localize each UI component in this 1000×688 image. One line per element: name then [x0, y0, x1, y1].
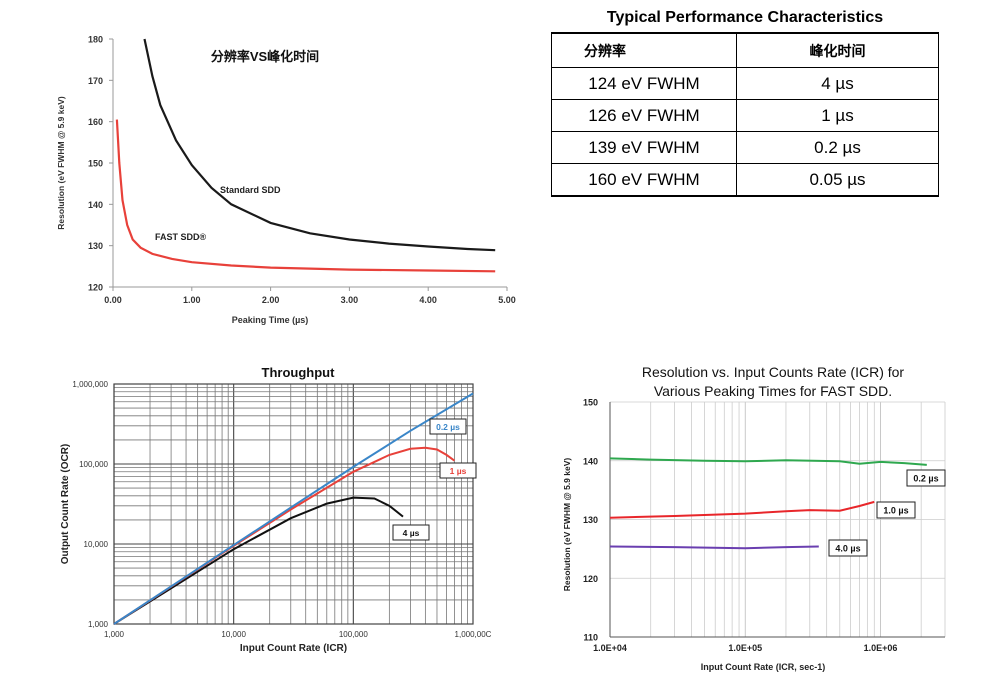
x-tick-label: 0.00	[104, 295, 122, 305]
chart-title: Throughput	[262, 365, 336, 380]
series-line	[609, 457, 927, 466]
x-tick-label: 1,000,00C	[455, 630, 492, 639]
series-line	[115, 119, 496, 273]
series-label: Standard SDD	[220, 185, 281, 195]
resolution-vs-peaking-chart: 120 130 140 150 160 170 180 0.00 1.00 2.00 3.00 4.0…	[56, 35, 516, 326]
y-tick-label: 110	[583, 633, 598, 643]
series-label-box	[876, 501, 916, 519]
x-tick-label: 2.00	[262, 295, 280, 305]
y-tick-label: 120	[88, 283, 103, 293]
performance-table-panel: Typical Performance Characteristics 分辨率 …	[551, 8, 939, 197]
y-tick-label: 150	[88, 159, 103, 169]
y-tick-label: 170	[88, 76, 103, 86]
cell-peaking-time: 0.05 µs	[736, 163, 939, 197]
y-tick-label: 140	[88, 200, 103, 210]
series-label-box	[906, 469, 946, 487]
cell-peaking-time: 4 µs	[736, 67, 939, 100]
series-label: 1.0 µs	[883, 506, 908, 516]
cell-peaking-time: 1 µs	[736, 99, 939, 132]
performance-table: 分辨率 峰化时间 124 eV FWHM 4 µs 126 eV FWHM 1 …	[551, 32, 939, 197]
table-row: 124 eV FWHM 4 µs	[551, 67, 939, 100]
series-line	[143, 38, 496, 252]
header-peaking-time: 峰化时间	[736, 32, 939, 68]
x-tick-label: 1,000	[104, 630, 125, 639]
throughput-chart: 1,000 10,000 100,000 1,000,000 1,000 10,000 10…	[60, 365, 492, 654]
y-tick-label: 100,000	[79, 460, 108, 469]
y-tick-label: 130	[88, 241, 103, 251]
x-tick-label: 3.00	[341, 295, 359, 305]
x-tick-label: 1.0E+06	[864, 643, 898, 653]
x-tick-label: 10,000	[221, 630, 246, 639]
chart-title-line-2: Various Peaking Times for FAST SDD.	[654, 383, 892, 399]
x-tick-label: 1.0E+04	[593, 643, 627, 653]
table-row: 160 eV FWHM 0.05 µs	[551, 163, 939, 197]
y-tick-label: 180	[88, 35, 103, 45]
series-label: 4.0 µs	[835, 544, 860, 554]
cell-resolution: 139 eV FWHM	[551, 131, 737, 164]
y-tick-label: 120	[583, 574, 598, 584]
y-tick-label: 1,000,000	[72, 380, 108, 389]
x-tick-label: 4.00	[419, 295, 437, 305]
y-tick-label: 160	[88, 117, 103, 127]
series-line	[609, 545, 819, 550]
y-axis-label: Resolution (eV FWHM @ 5.9 keV)	[562, 458, 572, 592]
cell-resolution: 160 eV FWHM	[551, 163, 737, 197]
series-label-box	[429, 418, 467, 435]
series-label: 4 µs	[403, 528, 420, 538]
table-row: 126 eV FWHM 1 µs	[551, 99, 939, 132]
y-axis-label: Output Count Rate (OCR)	[60, 444, 71, 565]
series-label: FAST SDD®	[155, 232, 207, 242]
cell-resolution: 124 eV FWHM	[551, 67, 737, 100]
series-label-box	[392, 524, 430, 541]
y-tick-label: 130	[583, 515, 598, 525]
x-tick-label: 1.00	[183, 295, 201, 305]
chart-title: 分辨率VS峰化时间	[211, 49, 319, 64]
series-label: 0.2 µs	[436, 422, 460, 432]
y-tick-label: 150	[583, 398, 598, 408]
table-header-row: 分辨率 峰化时间	[551, 32, 939, 68]
y-tick-label: 140	[583, 456, 598, 466]
series-label: 1 µs	[450, 466, 467, 476]
resolution-vs-icr-chart: 110 120 130 140 150 1.0E+04 1.0E+05 1.0E+06 Inpu…	[562, 364, 946, 672]
x-tick-label: 1.0E+05	[728, 643, 762, 653]
series-label-box	[828, 539, 868, 557]
header-resolution: 分辨率	[551, 32, 737, 68]
cell-resolution: 126 eV FWHM	[551, 99, 737, 132]
series-line	[609, 500, 875, 519]
y-axis-label: Resolution (eV FWHM @ 5.9 keV)	[56, 96, 66, 230]
table-row: 139 eV FWHM 0.2 µs	[551, 131, 939, 164]
x-tick-label: 5.00	[498, 295, 516, 305]
series-line	[113, 496, 404, 625]
series-label: 0.2 µs	[913, 474, 938, 484]
x-axis-label: Input Count Rate (ICR)	[240, 643, 347, 654]
table-title: Typical Performance Characteristics	[606, 9, 884, 26]
cell-peaking-time: 0.2 µs	[736, 131, 939, 164]
x-axis-label: Input Count Rate (ICR, sec-1)	[701, 662, 826, 672]
series-line	[113, 392, 474, 625]
y-tick-label: 10,000	[84, 540, 109, 549]
plot-frame	[113, 383, 474, 625]
chart-title-line-1: Resolution vs. Input Counts Rate (ICR) f…	[642, 364, 905, 380]
series-label-box	[439, 462, 477, 479]
x-tick-label: 100,000	[339, 630, 368, 639]
series-line	[113, 446, 456, 625]
x-axis-label: Peaking Time (µs)	[232, 315, 309, 325]
y-tick-label: 1,000	[88, 620, 109, 629]
